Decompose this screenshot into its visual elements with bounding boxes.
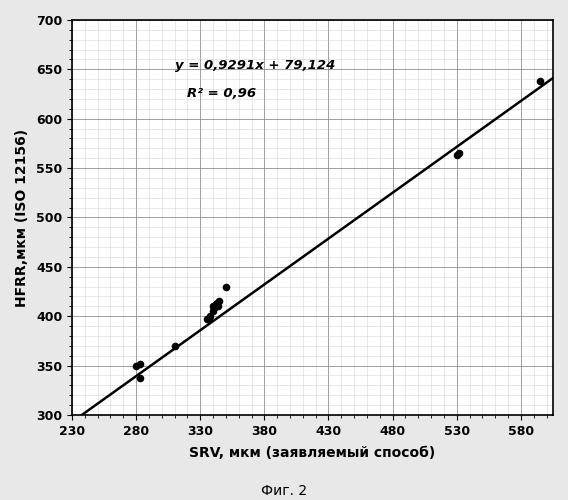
Text: y = 0,9291x + 79,124: y = 0,9291x + 79,124 — [174, 60, 335, 72]
Point — [208, 308, 218, 316]
Point — [215, 298, 224, 306]
Point — [135, 360, 144, 368]
Point — [455, 150, 464, 158]
Point — [208, 302, 218, 310]
Point — [211, 300, 220, 308]
Point — [132, 362, 141, 370]
Point — [135, 374, 144, 382]
Y-axis label: HFRR,мкм (ISO 12156): HFRR,мкм (ISO 12156) — [15, 128, 29, 306]
Point — [452, 152, 461, 160]
Point — [202, 315, 211, 323]
Point — [222, 282, 231, 290]
X-axis label: SRV, мкм (заявляемый способ): SRV, мкм (заявляемый способ) — [189, 446, 436, 460]
Point — [536, 77, 545, 85]
Point — [210, 304, 219, 312]
Point — [212, 300, 222, 308]
Point — [206, 312, 215, 320]
Text: Фиг. 2: Фиг. 2 — [261, 484, 307, 498]
Point — [170, 342, 179, 350]
Point — [214, 302, 223, 310]
Text: R² = 0,96: R² = 0,96 — [187, 87, 257, 100]
Point — [204, 314, 214, 322]
